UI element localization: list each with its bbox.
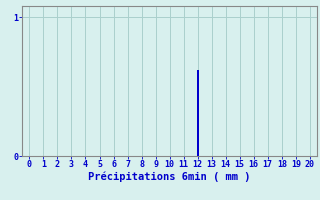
Bar (196, 70, 199, 156)
X-axis label: Précipitations 6min ( mm ): Précipitations 6min ( mm ) (88, 172, 251, 182)
